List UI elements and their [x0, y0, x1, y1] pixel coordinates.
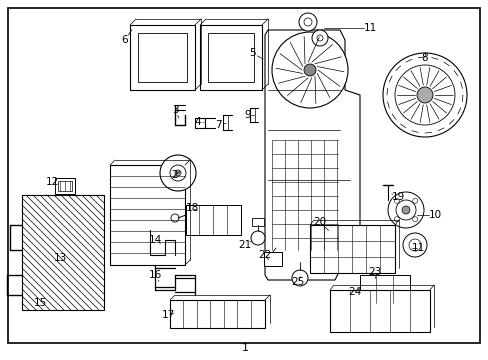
Bar [200, 25, 262, 90]
Text: 22: 22 [258, 250, 271, 260]
Circle shape [393, 217, 399, 222]
Circle shape [408, 239, 420, 251]
Polygon shape [264, 30, 359, 280]
Text: 10: 10 [427, 210, 441, 220]
Bar [309, 225, 394, 273]
Bar [207, 33, 253, 82]
Bar [22, 195, 104, 310]
Text: 11: 11 [363, 23, 376, 33]
Text: 13: 13 [53, 253, 66, 263]
Text: 4: 4 [194, 117, 201, 127]
Circle shape [412, 198, 417, 203]
Bar [329, 290, 429, 332]
Text: 24: 24 [347, 287, 361, 297]
Text: 14: 14 [148, 235, 162, 245]
Bar [264, 252, 282, 266]
Text: 2: 2 [171, 170, 178, 180]
Bar [55, 178, 75, 194]
Circle shape [250, 231, 264, 245]
Circle shape [416, 87, 432, 103]
Circle shape [304, 64, 315, 76]
Bar [359, 275, 409, 303]
Circle shape [387, 192, 423, 228]
Circle shape [402, 233, 426, 257]
Circle shape [395, 200, 415, 220]
Circle shape [298, 13, 316, 31]
Text: 3: 3 [171, 105, 178, 115]
Text: 6: 6 [122, 35, 128, 45]
Circle shape [170, 165, 185, 181]
Text: 15: 15 [33, 298, 46, 308]
Circle shape [175, 170, 181, 176]
Text: 20: 20 [313, 217, 326, 227]
Bar [170, 300, 264, 328]
Text: 18: 18 [185, 203, 198, 213]
Bar [110, 165, 184, 265]
Circle shape [291, 270, 307, 286]
Circle shape [393, 198, 399, 203]
Circle shape [311, 30, 327, 46]
Circle shape [304, 18, 311, 26]
Circle shape [160, 155, 196, 191]
Text: 16: 16 [148, 270, 162, 280]
Circle shape [316, 35, 323, 41]
Text: 23: 23 [367, 267, 381, 277]
Text: 25: 25 [291, 277, 304, 287]
Text: 11: 11 [410, 243, 424, 253]
Text: 21: 21 [238, 240, 251, 250]
Circle shape [271, 32, 347, 108]
Text: 17: 17 [161, 310, 174, 320]
Circle shape [382, 53, 466, 137]
Bar [130, 25, 195, 90]
Circle shape [412, 217, 417, 222]
Text: 7: 7 [214, 120, 221, 130]
Bar [138, 33, 186, 82]
Bar [58, 181, 72, 191]
Bar [185, 205, 241, 235]
Text: 8: 8 [421, 53, 427, 63]
Text: 19: 19 [390, 192, 404, 202]
Circle shape [394, 65, 454, 125]
Bar [251, 218, 264, 226]
Circle shape [401, 206, 409, 214]
Text: 9: 9 [244, 110, 251, 120]
Text: 1: 1 [241, 343, 248, 353]
Text: 12: 12 [45, 177, 59, 187]
Text: 5: 5 [248, 48, 255, 58]
Circle shape [171, 214, 179, 222]
